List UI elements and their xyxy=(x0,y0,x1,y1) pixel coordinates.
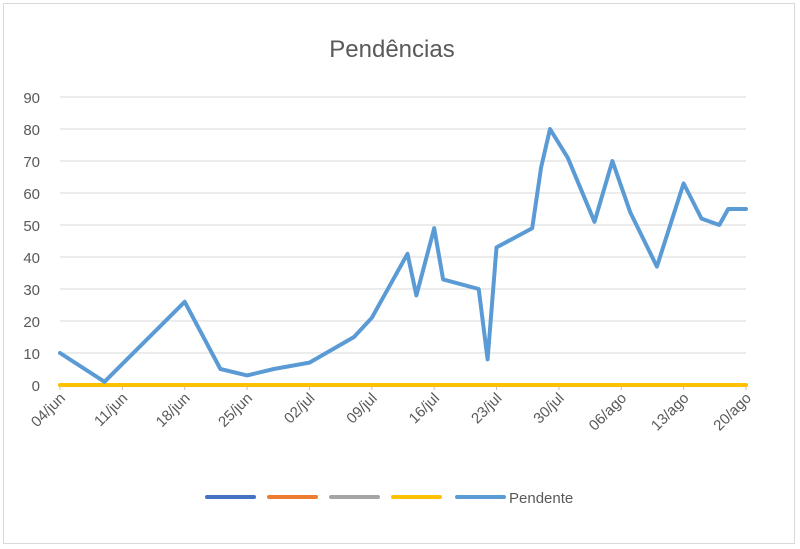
y-tick-label: 60 xyxy=(23,186,40,203)
x-axis-tick-labels: 04/jun 11/jun 18/jun 25/jun 02/jul 09/jul 16/j… xyxy=(28,385,755,434)
x-tick-label: 13/ago xyxy=(648,390,692,434)
x-tick-label: 06/ago xyxy=(586,390,630,434)
y-tick-label: 70 xyxy=(23,154,40,171)
x-tick-label: 16/jul xyxy=(406,390,443,427)
x-tick-label: 04/jun xyxy=(28,390,69,431)
x-tick-label: 23/jul xyxy=(468,390,505,427)
legend-label: Pendente xyxy=(509,490,573,507)
legend: Pendente xyxy=(205,490,573,507)
y-tick-label: 50 xyxy=(23,218,40,235)
y-tick-label: 40 xyxy=(23,250,40,267)
y-axis-tick-labels: 0 10 20 30 40 50 60 70 80 90 xyxy=(23,90,40,395)
chart-title: Pendências xyxy=(329,36,454,63)
y-tick-label: 90 xyxy=(23,90,40,107)
x-tick-label: 20/ago xyxy=(710,390,754,434)
gridlines xyxy=(60,96,746,354)
x-tick-label: 02/jul xyxy=(281,390,318,427)
x-tick-label: 30/jul xyxy=(530,390,567,427)
x-tick-label: 11/jun xyxy=(91,390,131,430)
y-tick-label: 80 xyxy=(23,122,40,139)
x-tick-label: 18/jun xyxy=(153,390,194,431)
y-tick-label: 20 xyxy=(23,314,40,331)
series-layer xyxy=(58,127,748,387)
series-line-pendente xyxy=(58,127,748,384)
x-tick-label: 25/jun xyxy=(215,390,256,431)
y-tick-label: 10 xyxy=(23,346,40,363)
y-tick-label: 0 xyxy=(32,378,40,395)
y-tick-label: 30 xyxy=(23,282,40,299)
chart-frame xyxy=(3,3,795,544)
x-tick-label: 09/jul xyxy=(343,390,380,427)
